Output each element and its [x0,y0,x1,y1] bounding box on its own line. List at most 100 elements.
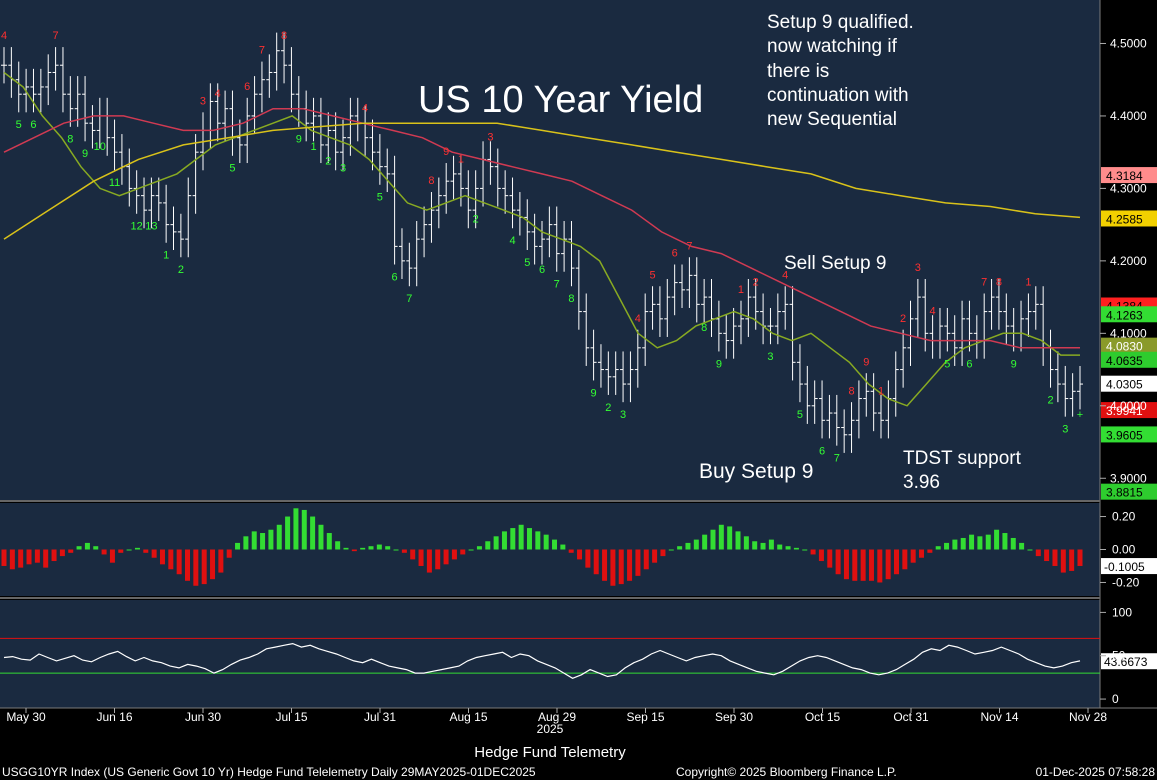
oscillator-bar [810,549,816,555]
sequential-count-label: 7 [834,453,840,465]
oscillator-bar [777,544,783,550]
oscillator-bar [468,549,474,551]
oscillator-bar [752,541,758,550]
annotation-line: Setup 9 qualified. [767,12,914,33]
oscillator-bar [977,536,983,550]
price-tag [1101,210,1157,227]
oscillator-bar [668,549,674,551]
oscillator-bar [485,541,491,550]
oscillator-bar [410,549,416,560]
y-tick-label: 4.3000 [1110,181,1147,195]
oscillator-bar [893,549,899,575]
rsi-last-label: 43.6673 [1104,655,1148,669]
oscillator-bar [34,549,40,563]
sequential-count-label: 3 [200,95,206,107]
sequential-count-label: 6 [244,81,250,93]
oscillator-last-tag [1101,558,1157,575]
buy-setup-annotation: Buy Setup 9 [699,460,813,483]
sequential-count-label: 7 [259,45,265,57]
sequential-count-label: 1 [163,250,169,262]
moving-average-line [3,122,1081,240]
price-tag-label: 4.0830 [1106,340,1143,354]
y-tick-label: 3.9000 [1110,471,1147,485]
sequential-count-label: 1 [310,141,316,153]
x-tick-label: Oct 15 [805,710,841,724]
sequential-count-label: 12 [131,221,143,233]
sequential-count-label: 8 [996,277,1002,289]
oscillator-bar [618,549,624,585]
oscillator-bar [51,549,57,562]
oscillator-bar [560,544,566,550]
oscillator-bar [818,549,824,562]
sequential-count-label: 3 [340,163,346,175]
sequential-count-label: + [1077,409,1083,421]
oscillator-bar [627,549,633,581]
oscillator-bar [335,541,341,550]
price-tag [1101,306,1157,323]
price-tag [1101,483,1157,500]
oscillator-bar [118,549,124,553]
oscillator-layer: -0.1005 [1,508,1157,586]
oscillator-bar [235,542,241,550]
y-tick-label: 100 [1112,605,1132,619]
sequential-count-label: 6 [966,358,972,370]
x-tick-label: Jul 31 [364,710,396,724]
sequential-count-label: 1 [458,153,464,165]
oscillator-bar [843,549,849,580]
price-tag-label: 3.8815 [1106,486,1143,500]
sequential-count-label: 1 [738,284,744,296]
x-tick-label: Aug 15 [449,710,487,724]
chart-title: US 10 Year Yield [418,79,703,121]
oscillator-bar [226,549,232,558]
sequential-count-label: 7 [686,240,692,252]
oscillator-bar [960,537,966,550]
footer-security: USGG10YR Index (US Generic Govt 10 Yr) H… [2,765,536,779]
oscillator-bar [643,549,649,570]
oscillator-bar [585,549,591,568]
oscillator-bar [602,549,608,581]
oscillator-bar [927,549,933,553]
oscillator-bar [1052,549,1058,566]
oscillator-bar [285,516,291,550]
oscillator-bar [376,544,382,550]
x-tick-label: Jun 30 [185,710,221,724]
sequential-count-label: 6 [672,248,678,260]
oscillator-bar [418,549,424,566]
oscillator-bar [652,549,658,563]
oscillator-bar [727,526,733,550]
oscillator-bar [985,534,991,550]
y-tick-label: 4.5000 [1110,36,1147,50]
price-tag-label: 4.3184 [1106,169,1143,183]
sequential-count-label: 5 [797,409,803,421]
oscillator-bar [1010,537,1016,550]
rsi-line [3,642,1081,679]
price-tag-label: 4.0305 [1106,378,1143,392]
oscillator-bar [293,508,299,550]
oscillator-bar [343,547,349,550]
price-tag-label: 3.9941 [1106,404,1143,418]
oscillator-bar [919,549,925,558]
footer-title: Hedge Fund Telemetry [474,744,626,761]
oscillator-bar [401,549,407,553]
sequential-count-label: 2 [1047,395,1053,407]
sequential-count-label: 6 [819,445,825,457]
oscillator-bar [126,549,132,551]
price-tag-label: 4.1263 [1106,308,1143,322]
x-tick-label: Sep 30 [715,710,753,724]
annotation-line: continuation with [767,85,909,106]
oscillator-bar [685,542,691,550]
oscillator-bar [518,524,524,550]
oscillator-bar [1002,533,1008,550]
oscillator-bar [109,549,115,563]
oscillator-bar [134,547,140,550]
oscillator-panel-bg [0,503,1100,596]
price-tag-label: 3.9605 [1106,428,1143,442]
oscillator-bar [735,531,741,550]
sequential-count-label: 3 [915,262,921,274]
oscillator-bar [168,549,174,570]
sequential-count-label: 2 [178,264,184,276]
oscillator-bar [718,524,724,550]
oscillator-bar [610,549,616,586]
price-tag [1101,402,1157,419]
